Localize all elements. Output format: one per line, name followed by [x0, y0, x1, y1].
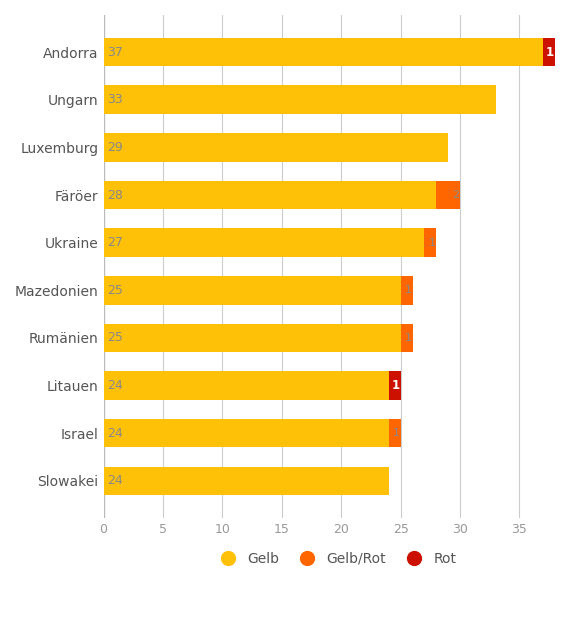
- Text: 1: 1: [405, 333, 412, 343]
- Text: 1: 1: [405, 285, 412, 295]
- Bar: [104, 276, 400, 305]
- Text: 37: 37: [107, 46, 123, 58]
- Text: 24: 24: [107, 474, 123, 487]
- Bar: [436, 181, 460, 209]
- Bar: [389, 419, 400, 448]
- Text: 1: 1: [392, 379, 400, 392]
- Text: 27: 27: [107, 236, 123, 249]
- Bar: [424, 229, 436, 257]
- Bar: [104, 229, 424, 257]
- Bar: [104, 467, 389, 495]
- Text: 33: 33: [107, 94, 123, 106]
- Bar: [400, 276, 413, 305]
- Bar: [104, 85, 496, 114]
- Text: 24: 24: [107, 379, 123, 392]
- Text: 29: 29: [107, 141, 123, 154]
- Text: 25: 25: [107, 284, 123, 297]
- Bar: [400, 323, 413, 352]
- Bar: [104, 419, 389, 448]
- Bar: [543, 38, 555, 67]
- Bar: [104, 371, 389, 400]
- Bar: [104, 323, 400, 352]
- Bar: [104, 181, 437, 209]
- Bar: [104, 38, 543, 67]
- Text: 1: 1: [393, 428, 400, 438]
- Legend: Gelb, Gelb/Rot, Rot: Gelb, Gelb/Rot, Rot: [208, 546, 462, 571]
- Text: 2: 2: [452, 190, 459, 200]
- Text: 25: 25: [107, 332, 123, 344]
- Bar: [389, 371, 400, 400]
- Text: 28: 28: [107, 188, 123, 202]
- Text: 1: 1: [429, 237, 436, 247]
- Text: 24: 24: [107, 426, 123, 440]
- Text: 1: 1: [546, 46, 554, 58]
- Bar: [104, 133, 448, 161]
